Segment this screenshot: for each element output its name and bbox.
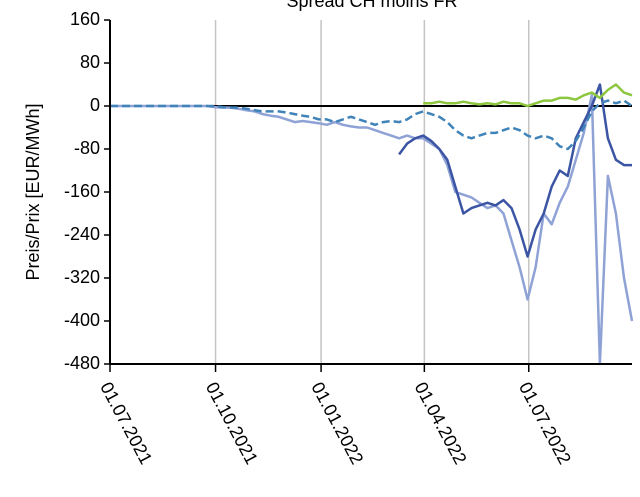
y-tick-label: 0 xyxy=(90,95,100,115)
y-tick-label: -80 xyxy=(74,138,100,158)
y-tick-label: -320 xyxy=(64,267,100,287)
x-tick-label: 01.07.2022 xyxy=(515,379,575,468)
y-tick-label: -400 xyxy=(64,310,100,330)
x-tick-label: 01.07.2021 xyxy=(96,379,156,468)
x-tick-label: 01.04.2022 xyxy=(411,379,471,468)
y-tick-label: 160 xyxy=(70,9,100,29)
y-tick-label: -240 xyxy=(64,224,100,244)
series-line xyxy=(110,99,633,151)
series-line xyxy=(110,94,634,366)
y-tick-label: -480 xyxy=(64,353,100,373)
x-tick-label: 01.01.2022 xyxy=(307,379,367,468)
y-tick-label: 80 xyxy=(80,52,100,72)
y-tick-label: -160 xyxy=(64,181,100,201)
chart-title: Spread CH moins FR xyxy=(286,0,457,11)
series-line xyxy=(398,83,632,258)
series-line xyxy=(423,83,633,108)
x-tick-label: 01.10.2021 xyxy=(202,379,262,468)
y-axis-label: Preis/Prix [EUR/MWh] xyxy=(23,103,43,280)
